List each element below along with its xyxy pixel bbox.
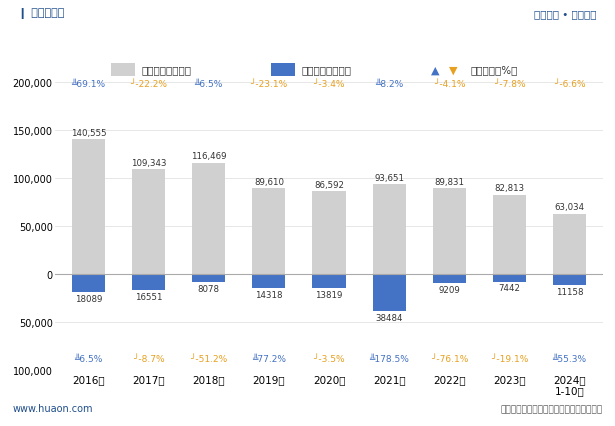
Text: ╩6.5%: ╩6.5% xyxy=(194,80,223,89)
Text: 82,813: 82,813 xyxy=(494,184,525,193)
Text: 38484: 38484 xyxy=(375,314,403,322)
Text: 专业严谨 • 客观科学: 专业严谨 • 客观科学 xyxy=(534,9,597,19)
Bar xyxy=(433,189,466,275)
Text: 2016-2024年10月鞍山高新技术产业开发区(境内目的地/货源地)进、出口额: 2016-2024年10月鞍山高新技术产业开发区(境内目的地/货源地)进、出口额 xyxy=(156,36,459,49)
Text: 63,034: 63,034 xyxy=(555,203,585,212)
Text: ╯-19.1%: ╯-19.1% xyxy=(491,354,528,364)
Text: ╩8.2%: ╩8.2% xyxy=(375,80,403,89)
Bar xyxy=(72,140,105,275)
Bar xyxy=(132,170,165,275)
Text: 109,343: 109,343 xyxy=(131,158,166,167)
Text: 数据来源：中国海关，华经产业研究院整理: 数据来源：中国海关，华经产业研究院整理 xyxy=(501,404,603,413)
Bar xyxy=(132,275,165,291)
Bar xyxy=(373,185,406,275)
Text: ╯-22.2%: ╯-22.2% xyxy=(130,80,167,89)
Text: ╩6.5%: ╩6.5% xyxy=(74,354,103,364)
Bar xyxy=(312,275,346,288)
Text: ❙ 华经情报网: ❙ 华经情报网 xyxy=(18,9,65,19)
Text: ╯-76.1%: ╯-76.1% xyxy=(430,354,468,364)
Text: 7442: 7442 xyxy=(499,284,520,293)
Text: ╩69.1%: ╩69.1% xyxy=(71,80,106,89)
Text: 116,469: 116,469 xyxy=(191,152,226,161)
Text: ╯-4.1%: ╯-4.1% xyxy=(434,80,465,89)
Bar xyxy=(192,275,225,282)
Bar xyxy=(433,275,466,284)
Text: ╯-3.4%: ╯-3.4% xyxy=(313,80,345,89)
Text: 89,610: 89,610 xyxy=(254,178,284,187)
Text: ╩55.3%: ╩55.3% xyxy=(552,354,587,364)
Text: 同比增长（%）: 同比增长（%） xyxy=(470,65,518,75)
Text: www.huaon.com: www.huaon.com xyxy=(12,403,93,413)
Text: 89,831: 89,831 xyxy=(434,177,464,186)
Text: 8078: 8078 xyxy=(198,285,220,294)
Text: 出口额（千美元）: 出口额（千美元） xyxy=(141,65,191,75)
Text: ╯-8.7%: ╯-8.7% xyxy=(133,354,164,364)
Text: 140,555: 140,555 xyxy=(71,129,106,138)
Text: 14318: 14318 xyxy=(255,291,283,299)
Text: 93,651: 93,651 xyxy=(374,174,404,183)
Bar xyxy=(553,275,586,285)
Text: 86,592: 86,592 xyxy=(314,180,344,190)
Bar xyxy=(252,275,285,288)
Text: 进口额（千美元）: 进口额（千美元） xyxy=(301,65,351,75)
Text: 13819: 13819 xyxy=(315,290,343,299)
Text: ▲: ▲ xyxy=(430,65,439,75)
Text: ╯-6.6%: ╯-6.6% xyxy=(554,80,585,89)
Text: ▼: ▼ xyxy=(449,65,458,75)
Bar xyxy=(553,214,586,275)
Bar xyxy=(312,192,346,275)
Bar xyxy=(111,64,135,77)
Text: ╯-3.5%: ╯-3.5% xyxy=(313,354,345,364)
Text: 18089: 18089 xyxy=(75,294,102,303)
Text: ╯-51.2%: ╯-51.2% xyxy=(190,354,228,364)
Bar xyxy=(192,163,225,275)
Bar xyxy=(493,196,526,275)
Text: 16551: 16551 xyxy=(135,293,162,302)
Text: 9209: 9209 xyxy=(438,285,460,294)
Text: ╩77.2%: ╩77.2% xyxy=(252,354,286,364)
Text: ╩178.5%: ╩178.5% xyxy=(369,354,409,364)
Bar xyxy=(373,275,406,312)
Bar xyxy=(72,275,105,292)
Bar xyxy=(493,275,526,282)
Text: 11158: 11158 xyxy=(556,288,584,296)
Bar xyxy=(271,64,295,77)
Text: ╯-23.1%: ╯-23.1% xyxy=(250,80,287,89)
Text: ╯-7.8%: ╯-7.8% xyxy=(494,80,525,89)
Bar xyxy=(252,189,285,275)
